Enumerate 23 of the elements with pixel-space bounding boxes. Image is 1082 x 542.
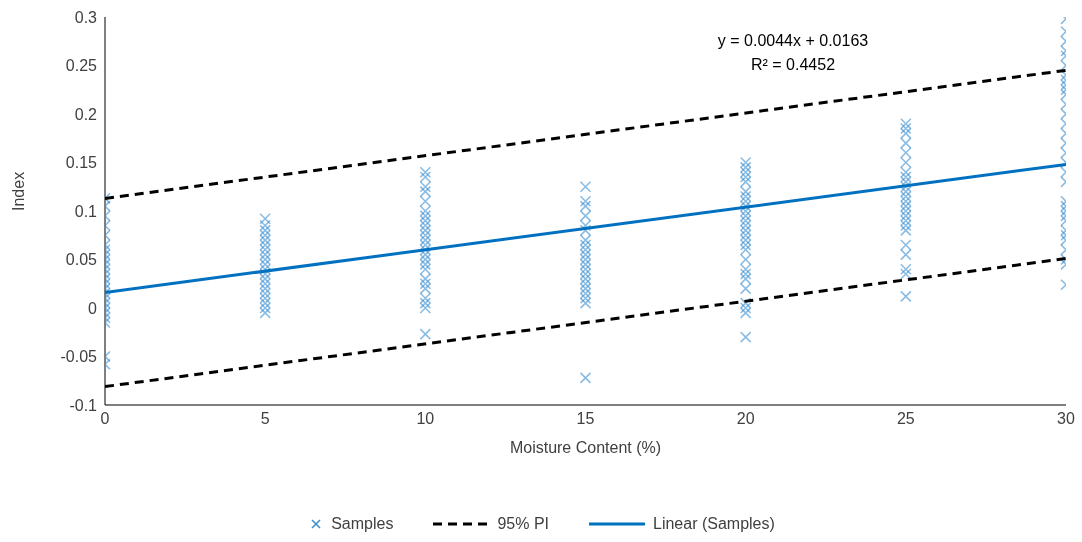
x-tick-label: 30 — [1057, 410, 1075, 428]
y-tick-label: 0.05 — [65, 251, 98, 269]
y-tick-label: 0.2 — [74, 105, 98, 123]
x-tick-label: 5 — [260, 410, 270, 428]
y-tick-label: 0.15 — [65, 154, 98, 172]
annotation: y = 0.0044x + 0.0163 — [716, 32, 870, 50]
legend-label: 95% PI — [497, 515, 549, 533]
y-axis-title: Index — [9, 171, 27, 211]
x-tick-label: 0 — [100, 410, 110, 428]
legend-label: Linear (Samples) — [653, 515, 775, 533]
annotation: R² = 0.4452 — [749, 56, 837, 74]
x-tick-label: 10 — [416, 410, 435, 428]
y-tick-label: -0.1 — [69, 396, 98, 414]
y-tick-label: 0.1 — [74, 202, 98, 220]
y-tick-label: 0 — [88, 299, 98, 317]
x-tick-label: 25 — [896, 410, 915, 428]
y-tick-label: -0.05 — [60, 348, 98, 366]
x-axis-title: Moisture Content (%) — [509, 439, 662, 456]
y-tick-label: 0.3 — [74, 8, 98, 26]
x-tick-label: 15 — [576, 410, 595, 428]
y-tick-label: 0.25 — [65, 57, 98, 75]
x-tick-label: 20 — [736, 410, 755, 428]
legend-label: Samples — [331, 515, 394, 533]
